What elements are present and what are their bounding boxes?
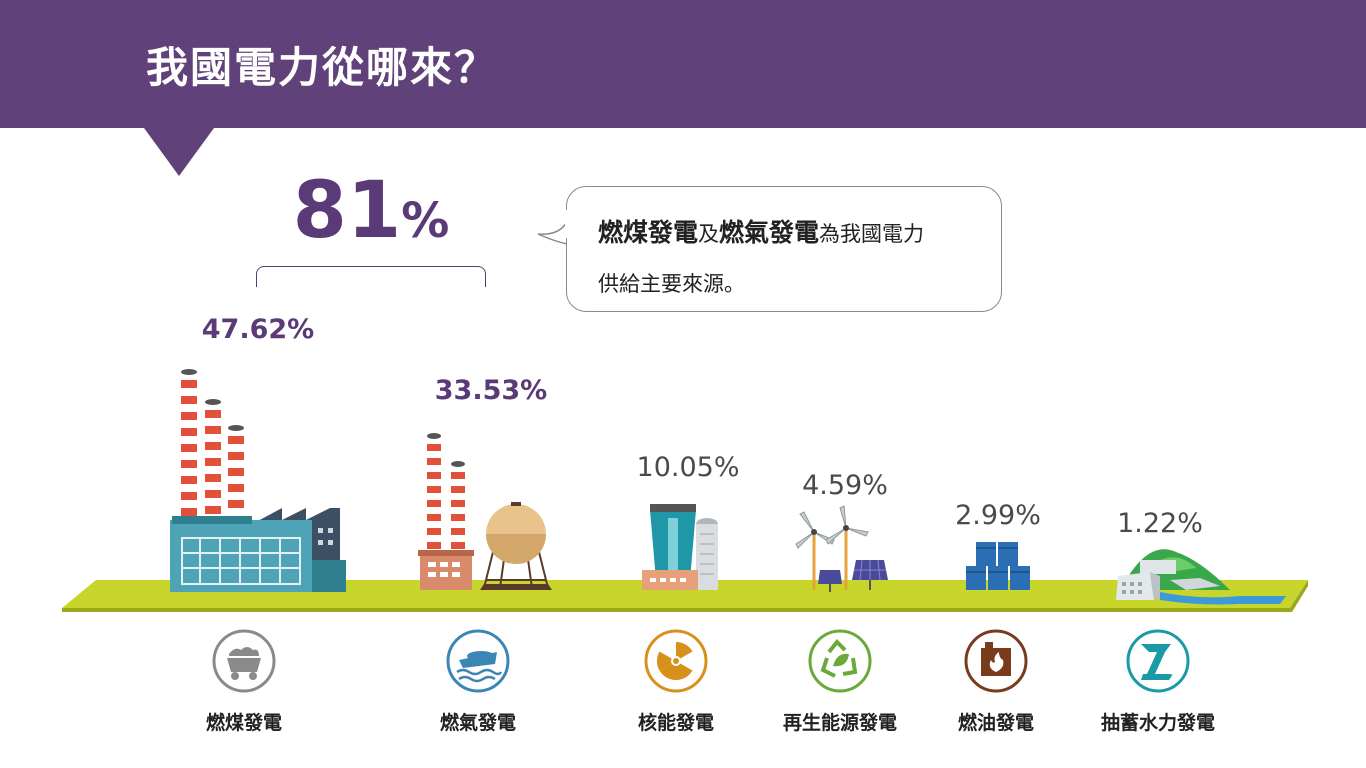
gas-label: 燃氣發電 <box>439 712 517 734</box>
combined-share-value: 81 <box>292 166 402 256</box>
solar-panel <box>852 559 888 590</box>
oil-barrels-illustration <box>966 542 1030 590</box>
speech-bubble <box>566 186 1002 312</box>
hydro-label: 抽蓄水力發電 <box>1100 712 1216 734</box>
coal-windows <box>181 537 301 585</box>
solar-panel <box>818 570 842 592</box>
combined-bracket <box>256 266 486 287</box>
bubble-text-rest: 為我國電力 <box>819 222 925 246</box>
coal-chimney <box>228 425 244 520</box>
coal-cart-icon <box>211 628 277 694</box>
gas-chimney <box>427 433 441 554</box>
nuclear-percent: 10.05% <box>636 452 740 483</box>
coal-building-top <box>172 516 252 524</box>
combined-share: 81% <box>256 166 486 256</box>
nuclear-label: 核能發電 <box>637 712 715 734</box>
bubble-text-line2: 供給主要來源。 <box>598 272 745 296</box>
page-title: 我國電力從哪來？ <box>146 43 499 92</box>
oil-label: 燃油發電 <box>957 712 1035 734</box>
bubble-emphasis-coal: 燃煤發電 <box>598 218 699 247</box>
hydro-percent: 1.22% <box>1117 508 1203 539</box>
lng-ship-icon <box>445 628 511 694</box>
gas-percent: 33.53% <box>434 375 548 406</box>
ground-strip-edge <box>62 580 1308 612</box>
oil-percent: 2.99% <box>955 500 1041 531</box>
oil-barrel-fire-icon <box>963 628 1029 694</box>
hydro-dam-icon <box>1125 628 1191 694</box>
renewable-illustration <box>795 505 888 592</box>
coal-percent: 47.62% <box>201 314 315 345</box>
bubble-tail-cover <box>565 210 575 238</box>
recycle-leaf-icon <box>807 628 873 694</box>
coal-chimney <box>205 399 221 520</box>
renewable-label: 再生能源發電 <box>782 712 898 734</box>
bubble-text-and: 及 <box>698 222 720 246</box>
combined-share-unit: % <box>401 193 450 249</box>
gas-plant-illustration <box>418 433 552 590</box>
renewable-percent: 4.59% <box>802 470 888 501</box>
coal-annex <box>312 560 346 592</box>
gas-chimney <box>451 461 465 554</box>
coal-plant-illustration <box>170 369 346 592</box>
nuclear-plant-illustration <box>642 504 718 590</box>
gas-tank <box>480 502 552 590</box>
bubble-emphasis-gas: 燃氣發電 <box>719 218 820 247</box>
coal-label: 燃煤發電 <box>205 712 283 734</box>
speech-bubble-tail <box>537 219 569 245</box>
coal-chimney <box>181 369 197 520</box>
hydro-dam-illustration <box>1116 549 1286 605</box>
header-banner <box>0 0 1366 128</box>
radiation-icon <box>643 628 709 694</box>
header-notch <box>144 128 214 176</box>
bubble-text: 燃煤發電及燃氣發電為我國電力 供給主要來源。 <box>598 208 988 309</box>
